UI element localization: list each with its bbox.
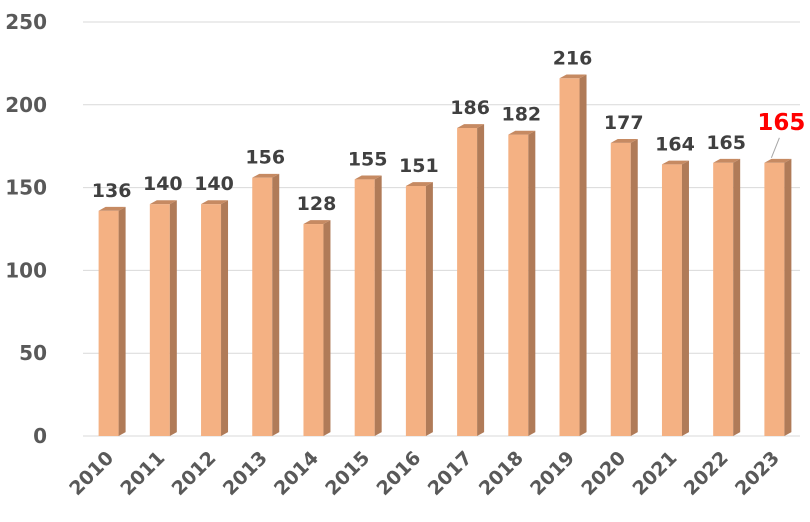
bar-front-face: [508, 134, 529, 436]
bar: [252, 173, 280, 436]
bars: [98, 74, 792, 437]
x-tick-label: 2014: [270, 447, 323, 500]
bar: [457, 124, 485, 436]
bar-top-face: [457, 124, 485, 128]
data-label: 216: [553, 47, 593, 69]
bar: [610, 139, 638, 436]
x-tick-label: 2023: [731, 447, 784, 500]
data-label: 155: [348, 148, 388, 170]
bar-side-face: [272, 173, 280, 436]
x-tick-label: 2016: [372, 447, 425, 500]
bar-top-face: [661, 160, 689, 165]
x-tick-label: 2018: [475, 447, 528, 500]
y-tick-label: 50: [19, 341, 47, 365]
bar: [149, 200, 177, 436]
bar-side-face: [579, 74, 587, 436]
x-tick-label: 2015: [321, 447, 374, 500]
data-label: 164: [655, 133, 695, 155]
bar-top-face: [98, 206, 126, 211]
bar-top-face: [764, 158, 792, 163]
bar-side-face: [169, 200, 177, 436]
bar-top-face: [201, 200, 229, 205]
y-tick-label: 150: [5, 176, 47, 200]
y-tick-label: 200: [5, 93, 47, 117]
bar-top-face: [405, 182, 433, 186]
bar: [508, 130, 536, 436]
bar-front-face: [610, 142, 631, 436]
bar-side-face: [630, 139, 638, 436]
data-labels: 136 140 140 156 128 155 151 186 182 216 177 164 165 1…: [92, 47, 806, 215]
data-label-highlight: 165: [757, 110, 805, 136]
bar-top-face: [610, 139, 638, 143]
x-tick-label: 2011: [116, 447, 169, 500]
data-label: 136: [92, 180, 132, 202]
bar-side-face: [477, 124, 485, 436]
gridlines: [83, 21, 800, 437]
y-axis-ticks: 0 50 100 150 200 250: [5, 10, 47, 448]
bar-side-face: [221, 200, 229, 436]
y-tick-label: 100: [5, 258, 47, 282]
x-tick-label: 2010: [65, 447, 118, 500]
x-tick-label: 2012: [168, 447, 221, 500]
data-label: 128: [297, 193, 337, 215]
bar-side-face: [323, 220, 331, 436]
bar-side-face: [118, 206, 126, 436]
bar-front-face: [201, 204, 222, 436]
bar: [764, 158, 792, 436]
bar-top-face: [354, 175, 382, 180]
data-label: 182: [501, 104, 541, 126]
bar: [661, 160, 689, 437]
data-label: 165: [706, 132, 746, 154]
x-tick-label: 2017: [424, 447, 477, 500]
bar-front-face: [354, 179, 375, 436]
bar-side-face: [528, 130, 536, 436]
bar: [201, 200, 229, 436]
bar: [354, 175, 382, 436]
bar-side-face: [681, 160, 689, 437]
data-label: 177: [604, 112, 644, 134]
y-tick-label: 250: [5, 10, 47, 34]
data-label: 151: [399, 155, 439, 177]
bar-side-face: [733, 158, 741, 436]
bar-side-face: [425, 182, 433, 436]
y-tick-label: 0: [33, 424, 47, 448]
bar: [303, 220, 331, 436]
bar-top-face: [559, 74, 587, 79]
bar-side-face: [374, 175, 382, 436]
data-label: 156: [245, 147, 285, 169]
bar-top-face: [508, 130, 536, 135]
bar-front-face: [457, 127, 478, 436]
x-tick-label: 2020: [577, 447, 630, 500]
label-leader-line: [770, 137, 780, 158]
bar-top-face: [252, 173, 280, 178]
data-label: 186: [450, 97, 490, 119]
bar-side-face: [784, 158, 792, 436]
bar-front-face: [303, 224, 324, 436]
data-label: 140: [194, 173, 234, 195]
bar-top-face: [303, 220, 331, 225]
bar-front-face: [98, 210, 119, 436]
x-tick-label: 2019: [526, 447, 579, 500]
bar: [98, 206, 126, 436]
x-axis-ticks: 2010201120122013201420152016201720182019…: [65, 447, 784, 500]
x-tick-label: 2022: [680, 447, 733, 500]
bar-front-face: [405, 185, 426, 436]
data-label: 140: [143, 173, 183, 195]
bar-front-face: [713, 162, 734, 436]
bar: [559, 74, 587, 436]
x-tick-label: 2013: [219, 447, 272, 500]
bar-front-face: [149, 204, 170, 436]
x-tick-label: 2021: [629, 447, 682, 500]
bar-front-face: [559, 78, 580, 436]
bar-top-face: [149, 200, 177, 205]
bar-front-face: [661, 164, 682, 436]
bar: [713, 158, 741, 436]
bar-top-face: [713, 158, 741, 163]
bar: [405, 182, 433, 436]
bar-front-face: [252, 177, 273, 436]
bar-front-face: [764, 162, 785, 436]
